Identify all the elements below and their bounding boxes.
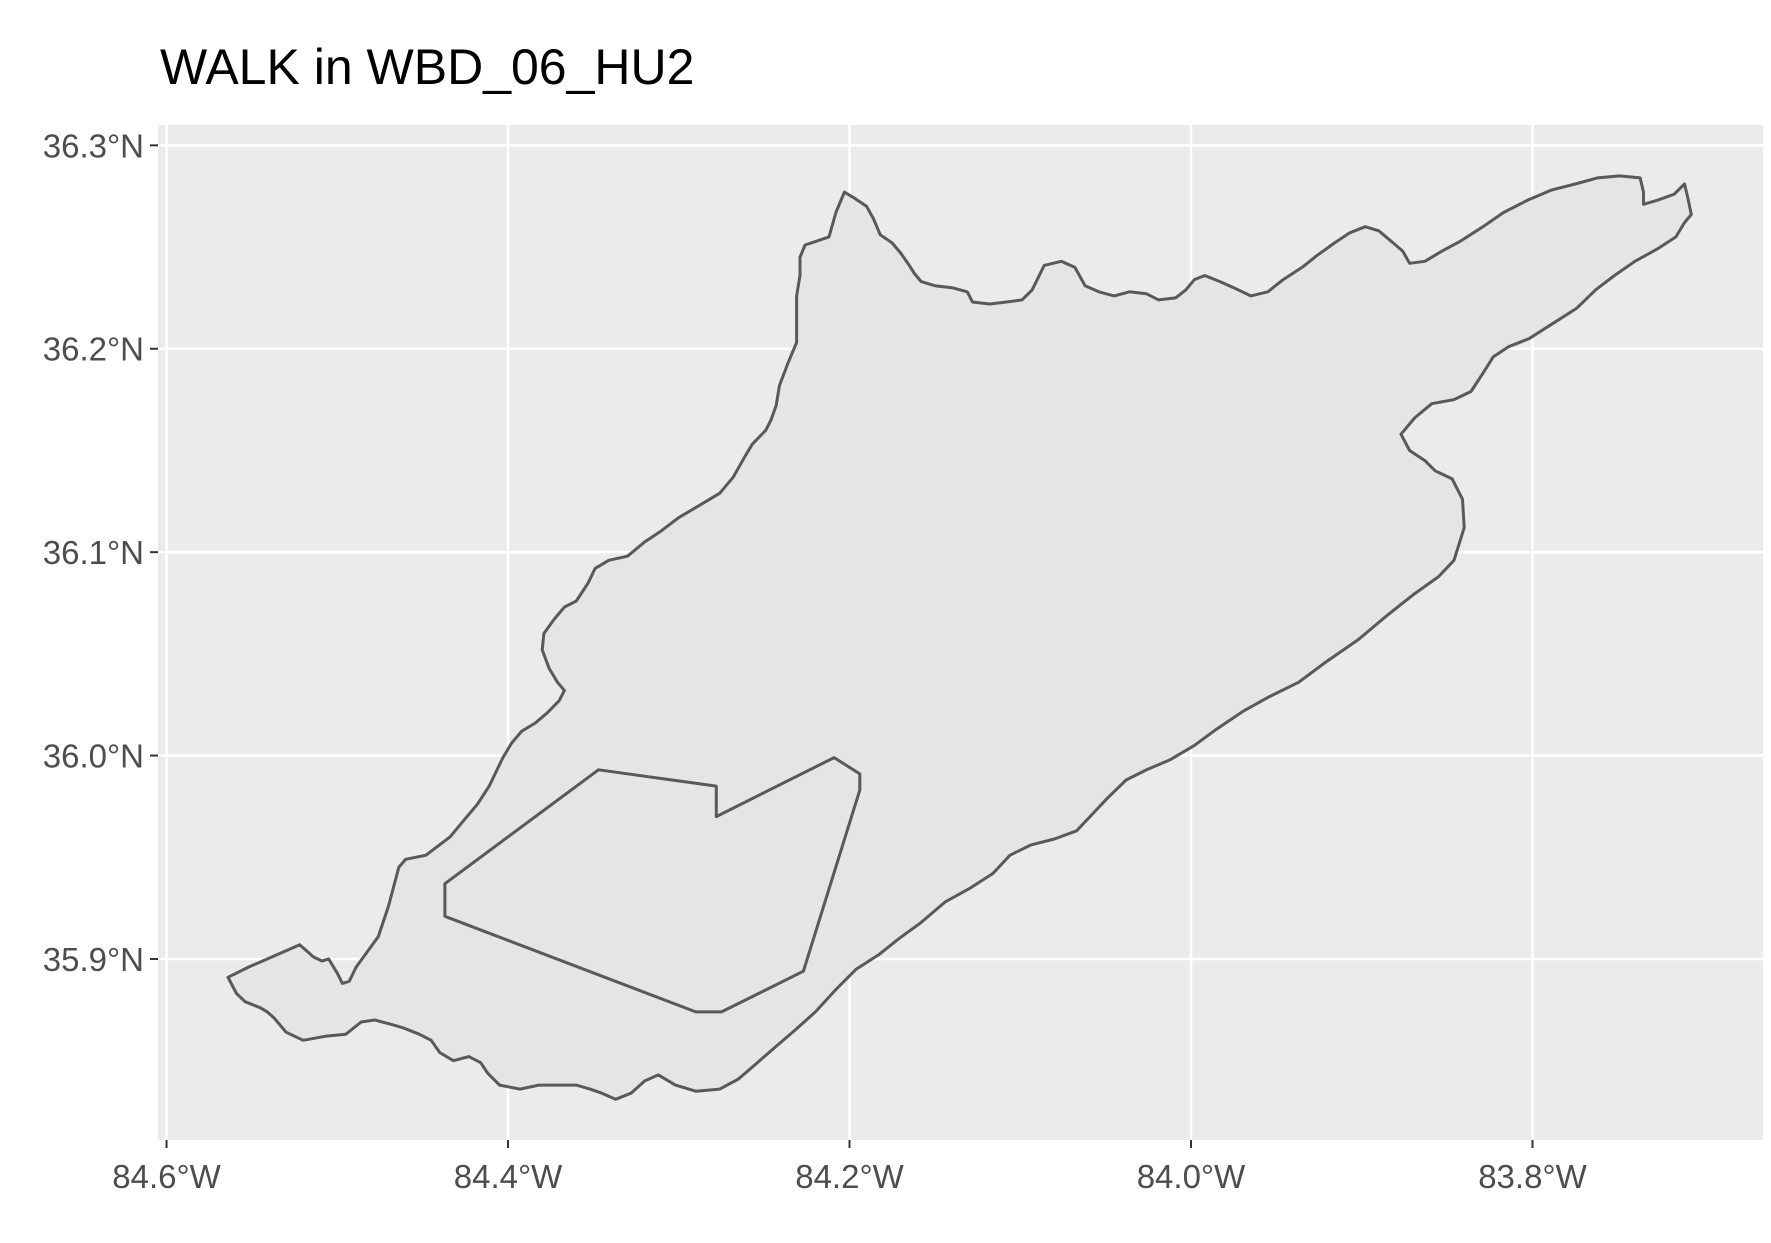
x-axis-labels: 84.6°W 84.4°W 84.2°W 84.0°W 83.8°W	[112, 1158, 1587, 1195]
chart-title: WALK in WBD_06_HU2	[160, 39, 695, 95]
x-tick-label: 83.8°W	[1478, 1158, 1587, 1195]
y-tick-label: 35.9°N	[43, 941, 144, 978]
y-axis-labels: 35.9°N 36.0°N 36.1°N 36.2°N 36.3°N	[43, 127, 144, 978]
x-tick-label: 84.6°W	[112, 1158, 221, 1195]
inner-polygon	[443, 756, 862, 1014]
x-tick-label: 84.4°W	[454, 1158, 563, 1195]
x-tick-label: 84.0°W	[1137, 1158, 1246, 1195]
y-tick-label: 36.1°N	[43, 534, 144, 571]
axis-ticks	[150, 144, 1534, 1148]
y-tick-label: 36.3°N	[43, 127, 144, 164]
y-tick-label: 36.2°N	[43, 331, 144, 368]
x-tick-label: 84.2°W	[795, 1158, 904, 1195]
y-tick-label: 36.0°N	[43, 738, 144, 775]
